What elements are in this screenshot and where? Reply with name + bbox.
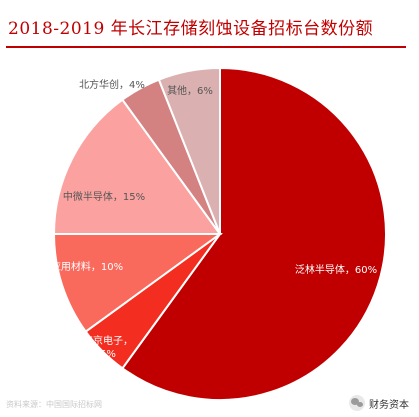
pie-slice	[121, 66, 387, 401]
watermark: 财务资本	[349, 395, 409, 411]
slice-label: 应用材料，10%	[51, 260, 123, 273]
title-underline	[6, 46, 406, 48]
pie-slice	[52, 98, 222, 235]
slice-label: 中微半导体，15%	[63, 190, 145, 203]
slice-label: 北方华创，4%	[79, 78, 145, 91]
wechat-icon	[349, 395, 365, 411]
slice-label: 东京电子， 5%	[83, 334, 133, 360]
slice-label: 其他，6%	[167, 84, 213, 97]
chart-title: 2018-2019 年长江存储刻蚀设备招标台数份额	[8, 19, 374, 39]
pie-slices	[52, 66, 387, 401]
pie-labels: 泛林半导体，60% 东京电子， 5% 应用材料，10% 中微半导体，15% 北方华创，4%…	[51, 78, 377, 360]
pie-slice	[52, 233, 224, 333]
source-note: 资料来源：中国国际招标网	[6, 400, 102, 409]
pie-slice	[157, 66, 221, 235]
slice-label: 泛林半导体，60%	[295, 263, 377, 276]
watermark-text: 财务资本	[369, 399, 409, 411]
